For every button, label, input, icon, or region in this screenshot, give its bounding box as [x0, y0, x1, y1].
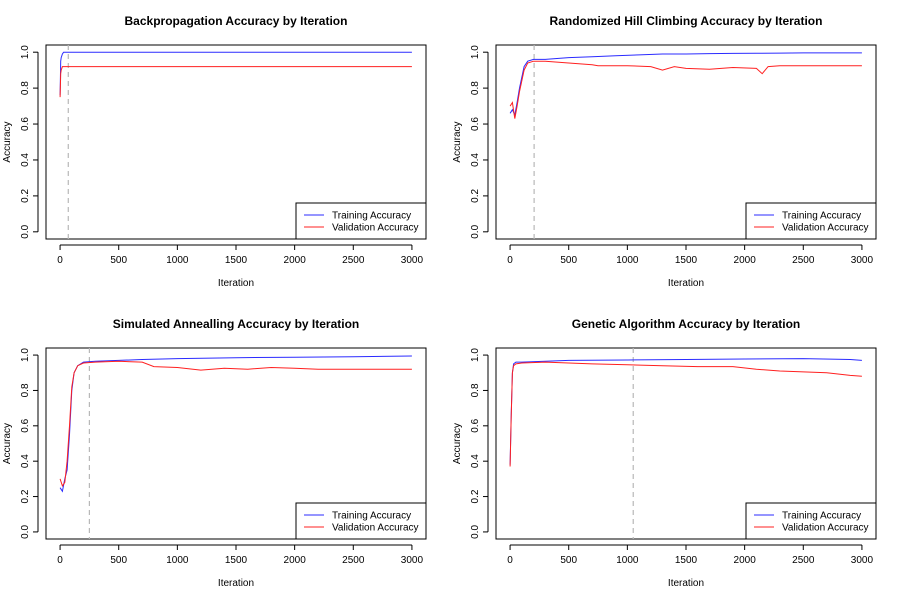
- chart-title: Backpropagation Accuracy by Iteration: [125, 14, 348, 28]
- x-tick-label: 3000: [401, 555, 424, 566]
- x-tick-label: 1500: [675, 555, 698, 566]
- legend-label: Validation Accuracy: [782, 523, 869, 534]
- y-tick-label: 1.0: [470, 45, 481, 59]
- validation-accuracy-line: [59, 66, 412, 98]
- legend-label: Validation Accuracy: [332, 223, 419, 234]
- legend-box: [295, 502, 427, 540]
- x-axis-label: Iteration: [668, 578, 704, 589]
- chart-panel-3: Simulated Annealling Accuracy by Iterati…: [2, 317, 427, 589]
- x-tick-label: 2500: [792, 255, 815, 266]
- legend-label: Validation Accuracy: [332, 523, 419, 534]
- y-tick-label: 0.4: [20, 153, 31, 167]
- x-tick-label: 3000: [401, 255, 424, 266]
- y-tick-label: 0.6: [470, 117, 481, 131]
- y-tick-label: 0.6: [470, 418, 481, 432]
- validation-accuracy-line: [509, 60, 862, 119]
- training-accuracy-line: [59, 355, 412, 493]
- y-tick-label: 0.4: [470, 153, 481, 167]
- y-tick-label: 0.2: [20, 189, 31, 203]
- chart-title: Randomized Hill Climbing Accuracy by Ite…: [550, 14, 823, 28]
- y-tick-label: 1.0: [470, 348, 481, 362]
- y-tick-label: 0.4: [20, 454, 31, 468]
- chart-panel-4: Genetic Algorithm Accuracy by Iteration 0…: [452, 317, 877, 589]
- y-tick-label: 0.4: [470, 454, 481, 468]
- y-tick-label: 0.0: [470, 224, 481, 238]
- y-tick-label: 0.8: [20, 383, 31, 397]
- legend-label: Validation Accuracy: [782, 223, 869, 234]
- y-axis-label: Accuracy: [2, 121, 13, 162]
- validation-accuracy-line: [59, 360, 412, 488]
- legend-box: [745, 202, 877, 240]
- x-axis-label: Iteration: [668, 278, 704, 289]
- y-axis-label: Accuracy: [452, 121, 463, 162]
- y-tick-label: 0.6: [20, 418, 31, 432]
- plot-frame: [45, 347, 427, 540]
- plot-frame: [45, 44, 427, 240]
- x-tick-label: 3000: [851, 555, 874, 566]
- validation-accuracy-line: [509, 361, 862, 467]
- legend-label: Training Accuracy: [332, 511, 411, 522]
- x-tick-label: 2000: [284, 255, 307, 266]
- y-tick-label: 0.8: [470, 81, 481, 95]
- training-accuracy-line: [509, 52, 862, 117]
- x-tick-label: 1000: [616, 555, 639, 566]
- legend-label: Training Accuracy: [782, 211, 861, 222]
- y-axis-label: Accuracy: [2, 423, 13, 464]
- x-tick-label: 2500: [342, 255, 365, 266]
- training-accuracy-line: [59, 51, 412, 96]
- y-tick-label: 0.0: [470, 525, 481, 539]
- x-tick-label: 500: [110, 555, 127, 566]
- legend-label: Training Accuracy: [332, 211, 411, 222]
- y-tick-label: 0.6: [20, 117, 31, 131]
- x-tick-label: 500: [560, 255, 577, 266]
- chart-title: Simulated Annealling Accuracy by Iterati…: [113, 317, 360, 331]
- y-axis-label: Accuracy: [452, 423, 463, 464]
- x-tick-label: 1000: [166, 255, 189, 266]
- x-tick-label: 1000: [616, 255, 639, 266]
- x-tick-label: 2000: [284, 555, 307, 566]
- x-axis-label: Iteration: [218, 578, 254, 589]
- x-tick-label: 1500: [225, 555, 248, 566]
- plot-frame: [495, 44, 877, 240]
- x-tick-label: 0: [507, 555, 513, 566]
- legend-box: [745, 502, 877, 540]
- plot-frame: [495, 347, 877, 540]
- y-tick-label: 1.0: [20, 348, 31, 362]
- y-tick-label: 0.2: [470, 489, 481, 503]
- chart-title: Genetic Algorithm Accuracy by Iteration: [572, 317, 801, 331]
- x-tick-label: 2500: [342, 555, 365, 566]
- y-tick-label: 0.2: [20, 489, 31, 503]
- x-tick-label: 2500: [792, 555, 815, 566]
- y-tick-label: 0.8: [470, 383, 481, 397]
- x-tick-label: 1500: [675, 255, 698, 266]
- x-tick-label: 2000: [734, 555, 757, 566]
- x-tick-label: 0: [507, 255, 513, 266]
- x-tick-label: 500: [110, 255, 127, 266]
- training-accuracy-line: [509, 358, 862, 465]
- y-tick-label: 0.2: [470, 189, 481, 203]
- legend-label: Training Accuracy: [782, 511, 861, 522]
- y-tick-label: 0.0: [20, 525, 31, 539]
- chart-panel-2: Randomized Hill Climbing Accuracy by Ite…: [452, 14, 877, 289]
- y-tick-label: 0.8: [20, 81, 31, 95]
- legend-box: [295, 202, 427, 240]
- x-tick-label: 1500: [225, 255, 248, 266]
- chart-panel-1: Backpropagation Accuracy by Iteration 0 50…: [2, 14, 427, 289]
- x-tick-label: 500: [560, 555, 577, 566]
- x-tick-label: 0: [57, 555, 63, 566]
- x-tick-label: 2000: [734, 255, 757, 266]
- x-tick-label: 3000: [851, 255, 874, 266]
- y-tick-label: 1.0: [20, 45, 31, 59]
- x-tick-label: 1000: [166, 555, 189, 566]
- x-axis-label: Iteration: [218, 278, 254, 289]
- y-tick-label: 0.0: [20, 224, 31, 238]
- x-tick-label: 0: [57, 255, 63, 266]
